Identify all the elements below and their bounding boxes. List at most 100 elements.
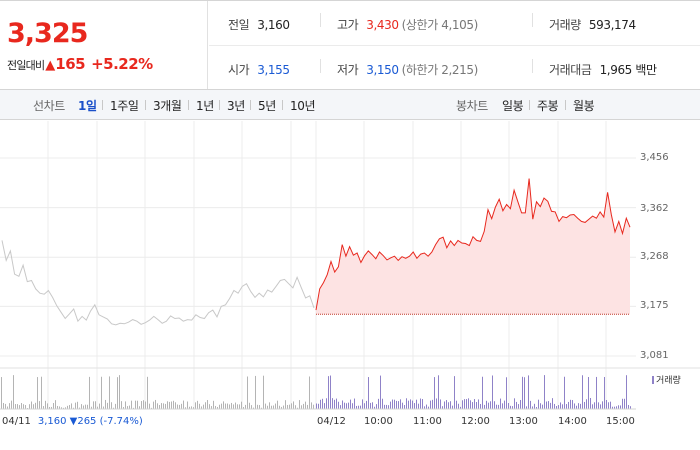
prev-close-cell: 전일 3,160 bbox=[228, 16, 290, 33]
volume-bar bbox=[181, 403, 182, 409]
volume-bar bbox=[43, 406, 44, 409]
volume-bar bbox=[518, 404, 519, 409]
volume-bar bbox=[141, 401, 142, 409]
volume-bar bbox=[548, 401, 549, 409]
volume-bar bbox=[295, 405, 296, 409]
trade-value-cell: 거래대금 1,965 백만 bbox=[549, 61, 657, 78]
volume-bar bbox=[17, 404, 18, 409]
volume-bar bbox=[131, 400, 132, 409]
volume-bar bbox=[382, 398, 383, 409]
volume-bar bbox=[444, 401, 445, 409]
volume-bar bbox=[396, 400, 397, 409]
tab-weekly-candle[interactable]: 주봉 bbox=[537, 99, 559, 113]
open-value: 3,155 bbox=[257, 63, 290, 77]
volume-bar bbox=[598, 402, 599, 409]
volume-bar bbox=[29, 404, 30, 409]
volume-bar bbox=[346, 403, 347, 409]
volume-bar bbox=[221, 403, 222, 409]
volume-bar bbox=[7, 406, 8, 409]
volume-bar bbox=[115, 403, 116, 409]
volume-bar bbox=[55, 400, 56, 409]
quote-divider bbox=[209, 45, 700, 46]
volume-bar bbox=[510, 405, 511, 409]
tab-monthly-candle[interactable]: 월봉 bbox=[573, 99, 595, 113]
volume-bar bbox=[45, 400, 46, 409]
volume-bar bbox=[342, 400, 343, 409]
volume-bar bbox=[285, 400, 286, 409]
volume-bar bbox=[241, 401, 242, 409]
volume-bar bbox=[199, 403, 200, 409]
volume-bar bbox=[107, 402, 108, 409]
volume-bar bbox=[111, 402, 112, 409]
volume-bar bbox=[576, 405, 577, 409]
volume-bar bbox=[89, 376, 90, 409]
volume-bar bbox=[462, 400, 463, 409]
volume-bar bbox=[322, 398, 323, 409]
volume-bar bbox=[388, 405, 389, 409]
volume-bar bbox=[546, 401, 547, 409]
volume-bar bbox=[456, 400, 457, 409]
volume-bar bbox=[348, 402, 349, 409]
volume-bar bbox=[235, 402, 236, 409]
volume-bar bbox=[203, 404, 204, 409]
volume-bar bbox=[522, 376, 523, 409]
volume-bar bbox=[145, 401, 146, 409]
volume-bar bbox=[442, 406, 443, 409]
volume-bar bbox=[53, 403, 54, 409]
volume-bar bbox=[217, 406, 218, 409]
volume-bar bbox=[540, 403, 541, 409]
volume-bar bbox=[5, 403, 6, 409]
volume-bar bbox=[440, 399, 441, 409]
high-value: 3,430 bbox=[366, 18, 399, 32]
volume-bar bbox=[99, 403, 100, 409]
change-row: 전일대비▲165 +5.22% bbox=[7, 55, 153, 73]
prev-close-value: 3,160 bbox=[257, 18, 290, 32]
volume-bar bbox=[113, 407, 114, 409]
volume-bar bbox=[414, 403, 415, 409]
tab-1-day[interactable]: 1일 bbox=[78, 99, 97, 113]
low-value: 3,150 bbox=[366, 63, 399, 77]
volume-bar bbox=[490, 401, 491, 409]
tab-1-year[interactable]: 1년 bbox=[196, 99, 214, 113]
volume-bar bbox=[364, 403, 365, 409]
open-label: 시가 bbox=[228, 63, 250, 77]
volume-bar bbox=[281, 406, 282, 409]
tab-1-week[interactable]: 1주일 bbox=[110, 99, 139, 113]
volume-bar bbox=[492, 375, 493, 409]
volume-bar bbox=[157, 403, 158, 409]
volume-bar bbox=[175, 402, 176, 409]
tab-5-years[interactable]: 5년 bbox=[258, 99, 276, 113]
volume-bar bbox=[81, 404, 82, 409]
volume-bar bbox=[103, 406, 104, 409]
volume-bar bbox=[227, 403, 228, 409]
volume-bar bbox=[618, 405, 619, 409]
volume-bar bbox=[269, 402, 270, 409]
volume-bar bbox=[277, 400, 278, 409]
volume-bar bbox=[69, 405, 70, 409]
volume-bar bbox=[275, 403, 276, 409]
volume-bar bbox=[476, 402, 477, 409]
volume-bar bbox=[33, 404, 34, 409]
tab-daily-candle[interactable]: 일봉 bbox=[502, 99, 524, 113]
volume-bar bbox=[424, 406, 425, 409]
volume-bar bbox=[259, 405, 260, 409]
volume-bar bbox=[279, 405, 280, 409]
volume-bar bbox=[620, 405, 621, 409]
volume-bar bbox=[207, 400, 208, 409]
volume-bar bbox=[265, 403, 266, 409]
volume-value: 593,174 bbox=[588, 18, 636, 32]
volume-bar bbox=[79, 407, 80, 409]
tab-3-months[interactable]: 3개월 bbox=[153, 99, 182, 113]
prev-close-change: 3,160 ▼265 (-7.74%) bbox=[37, 416, 143, 427]
volume-bar bbox=[65, 407, 66, 409]
volume-bar bbox=[243, 406, 244, 409]
volume-bar bbox=[340, 405, 341, 409]
volume-bar bbox=[273, 405, 274, 409]
tab-10-years[interactable]: 10년 bbox=[290, 99, 316, 113]
tab-3-years[interactable]: 3년 bbox=[227, 99, 245, 113]
volume-bar bbox=[614, 406, 615, 409]
volume-label: 거래량 bbox=[549, 18, 581, 32]
volume-bar bbox=[564, 376, 565, 409]
volume-bar bbox=[171, 401, 172, 409]
volume-bar bbox=[336, 398, 337, 409]
